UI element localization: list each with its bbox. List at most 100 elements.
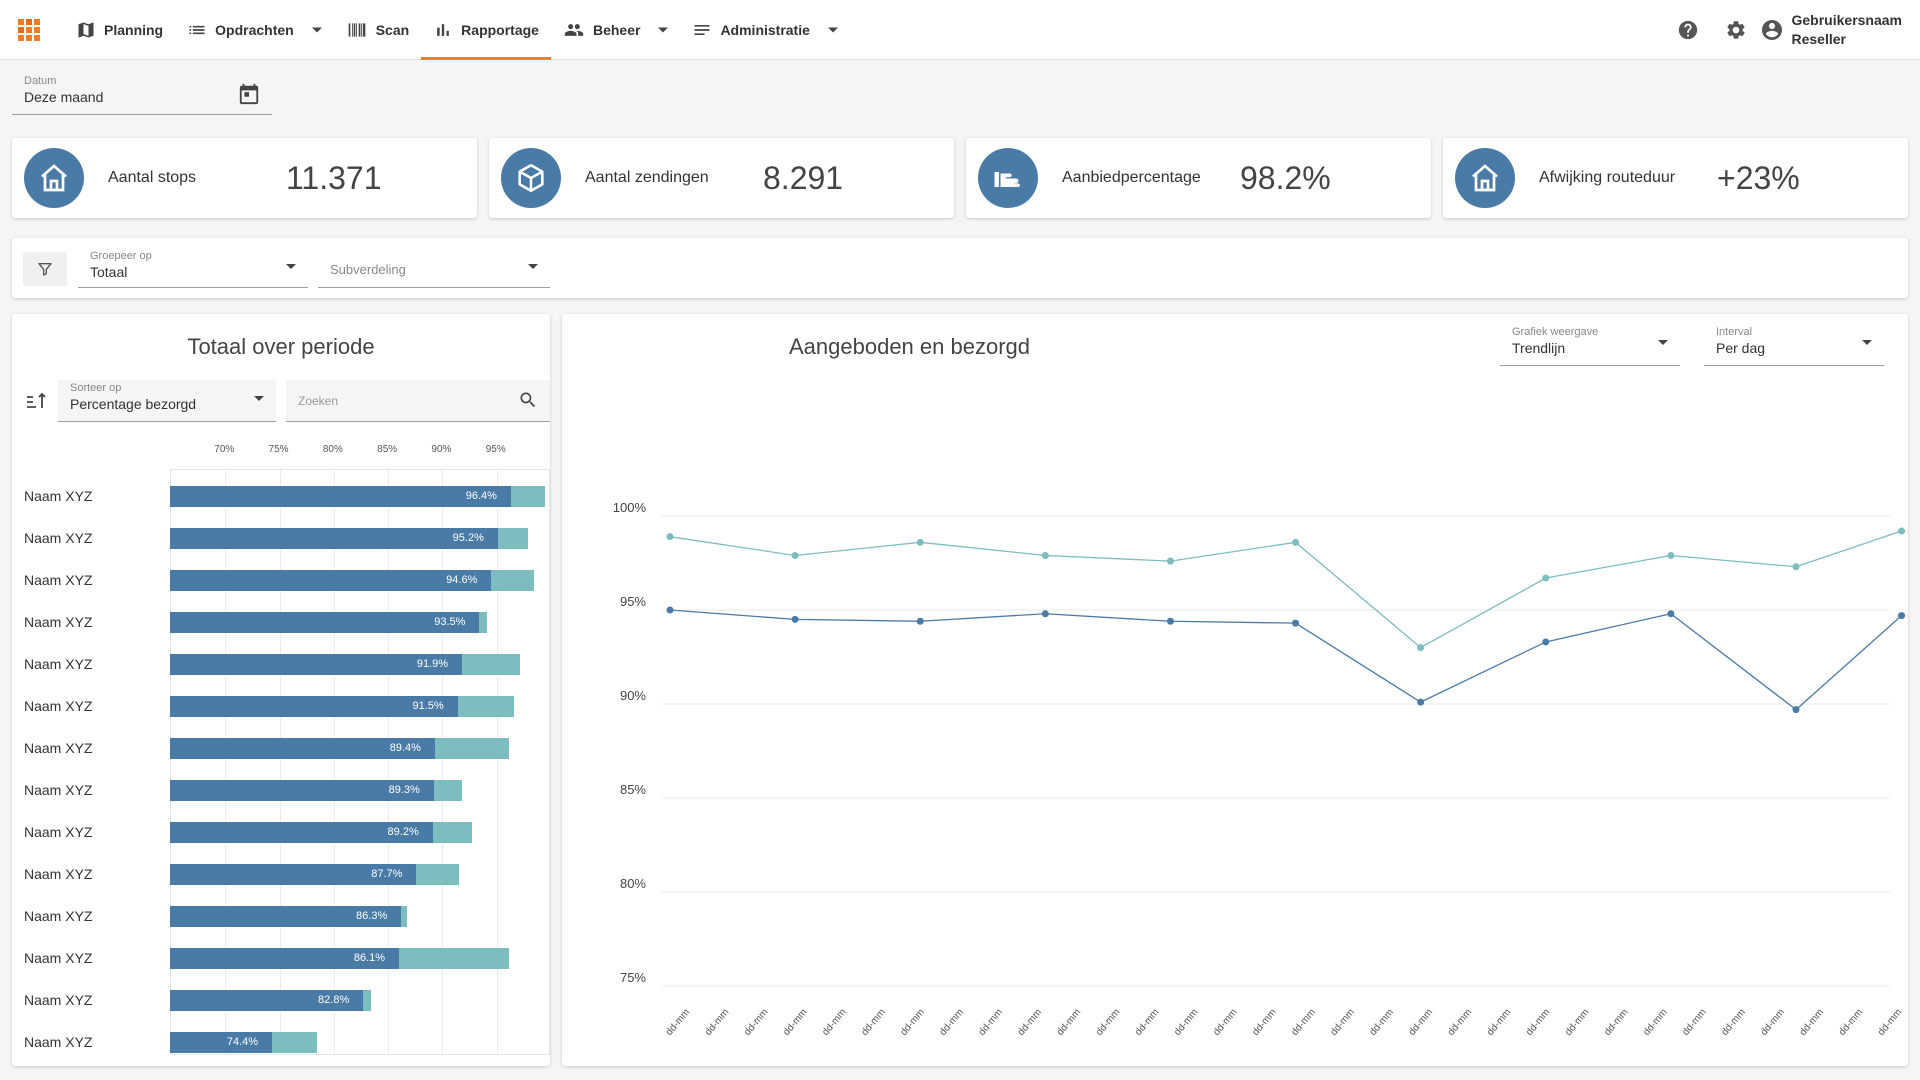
bar-category-label: Naam XYZ	[24, 488, 93, 504]
chevron-down-icon	[311, 27, 322, 32]
data-point[interactable]	[1542, 574, 1550, 582]
data-point[interactable]	[1417, 644, 1425, 652]
bar-delivered[interactable]	[170, 654, 463, 675]
data-point[interactable]	[791, 551, 799, 559]
data-point[interactable]	[1898, 612, 1906, 620]
nav-planning[interactable]: Planning	[64, 0, 175, 60]
bar-delivered[interactable]	[170, 696, 458, 717]
interval-select[interactable]: Interval Per dag	[1704, 324, 1884, 366]
y-tick-label: 90%	[620, 688, 646, 703]
bar-category-label: Naam XYZ	[24, 572, 93, 588]
bar-delivered[interactable]	[170, 612, 480, 633]
data-point[interactable]	[1792, 563, 1800, 571]
nav-beheer[interactable]: Beheer	[551, 0, 680, 60]
sort-icon[interactable]	[24, 389, 48, 413]
x-tick-label: dd-mm	[1485, 1007, 1513, 1038]
date-filter[interactable]: Datum Deze maand	[12, 73, 272, 115]
interval-label: Interval	[1716, 326, 1753, 338]
x-tick-label: dd-mm	[1289, 1007, 1317, 1038]
data-point[interactable]	[1417, 698, 1425, 706]
x-tick-label: dd-mm	[664, 1007, 692, 1038]
bar-value-label: 93.5%	[434, 616, 466, 628]
x-tick-label: dd-mm	[1250, 1007, 1278, 1038]
search-input[interactable]: Zoeken	[286, 380, 550, 422]
bar-delivered[interactable]	[170, 990, 364, 1011]
filter-icon	[38, 263, 52, 276]
bar-delivered[interactable]	[170, 948, 400, 969]
series-line	[669, 609, 1902, 711]
bar-delivered[interactable]	[170, 570, 492, 591]
date-filter-label: Datum	[24, 75, 57, 87]
data-point[interactable]	[666, 533, 674, 541]
kpi-value: 98.2%	[1240, 159, 1331, 196]
x-tick-label: dd-mm	[898, 1007, 926, 1038]
calendar-icon[interactable]	[238, 83, 260, 105]
kpi-label: Aanbiedpercentage	[1062, 169, 1201, 186]
data-point[interactable]	[1292, 538, 1300, 546]
panel-title: Aangeboden en bezorgd	[789, 334, 1030, 359]
x-tick-label: dd-mm	[977, 1007, 1005, 1038]
user-info: Gebruikersnaam Reseller	[1792, 11, 1903, 49]
nav-administratie[interactable]: Administratie	[680, 0, 849, 60]
y-tick-label: 95%	[620, 594, 646, 609]
settings-button[interactable]	[1712, 6, 1760, 54]
data-point[interactable]	[1792, 706, 1800, 714]
nav-beheer-label: Beheer	[592, 21, 641, 38]
bar-value-label: 74.4%	[226, 1036, 259, 1048]
bar-delivered[interactable]	[170, 738, 435, 759]
data-point[interactable]	[1667, 610, 1675, 618]
chevron-down-icon	[658, 27, 669, 32]
nav-rapportage[interactable]: Rapportage	[421, 0, 551, 60]
x-tick-label: 70%	[214, 444, 235, 455]
data-point[interactable]	[1166, 617, 1174, 625]
bar-delivered[interactable]	[170, 864, 417, 885]
data-point[interactable]	[1166, 557, 1174, 565]
sort-by-value: Percentage bezorgd	[70, 396, 197, 412]
nav-scan[interactable]: Scan	[334, 0, 421, 60]
x-tick-label: dd-mm	[1759, 1007, 1787, 1038]
bar-delivered[interactable]	[170, 906, 402, 927]
bar-delivered[interactable]	[170, 486, 511, 507]
y-tick-label: 75%	[620, 970, 646, 985]
data-point[interactable]	[1292, 619, 1300, 627]
data-point[interactable]	[666, 606, 674, 614]
bar-category-label: Naam XYZ	[24, 950, 93, 966]
x-tick-label: dd-mm	[1602, 1007, 1630, 1038]
data-point[interactable]	[916, 617, 924, 625]
bar-delivered[interactable]	[170, 780, 434, 801]
hand-icon	[978, 148, 1038, 208]
app-launcher-icon[interactable]	[18, 18, 40, 41]
people-icon	[564, 23, 584, 36]
data-point[interactable]	[1898, 527, 1906, 535]
filter-button[interactable]	[23, 252, 67, 286]
data-point[interactable]	[916, 538, 924, 546]
chart-view-select[interactable]: Grafiek weergave Trendlijn	[1500, 324, 1680, 366]
x-tick-label: dd-mm	[781, 1007, 809, 1038]
help-button[interactable]	[1664, 6, 1712, 54]
data-point[interactable]	[1041, 551, 1049, 559]
subdivision-select[interactable]: Subverdeling	[318, 248, 550, 288]
x-tick-label: dd-mm	[1719, 1007, 1747, 1038]
data-point[interactable]	[791, 615, 799, 623]
bar-delivered[interactable]	[170, 822, 433, 843]
x-tick-label: dd-mm	[1524, 1007, 1552, 1038]
sort-by-select[interactable]: Sorteer op Percentage bezorgd	[58, 380, 276, 422]
bar-delivered[interactable]	[170, 1032, 273, 1053]
bar-delivered[interactable]	[170, 528, 498, 549]
nav-opdrachten[interactable]: Opdrachten	[175, 0, 334, 60]
user-menu[interactable]: Gebruikersnaam Reseller	[1760, 11, 1903, 49]
chevron-down-icon	[827, 27, 838, 32]
nav-administratie-label: Administratie	[720, 21, 810, 38]
data-point[interactable]	[1041, 610, 1049, 618]
top-right-actions: Gebruikersnaam Reseller	[1664, 0, 1920, 60]
kpi-card-stops: Aantal stops 11.371	[12, 138, 477, 218]
data-point[interactable]	[1667, 551, 1675, 559]
x-tick-label: dd-mm	[703, 1007, 731, 1038]
data-point[interactable]	[1542, 638, 1550, 646]
bar-value-label: 86.3%	[356, 910, 388, 922]
x-tick-label: dd-mm	[859, 1007, 887, 1038]
group-by-select[interactable]: Groepeer op Totaal	[78, 248, 308, 288]
chevron-down-icon	[286, 264, 296, 269]
bar-value-label: 96.4%	[465, 490, 497, 502]
bar-chart-icon	[437, 23, 450, 36]
